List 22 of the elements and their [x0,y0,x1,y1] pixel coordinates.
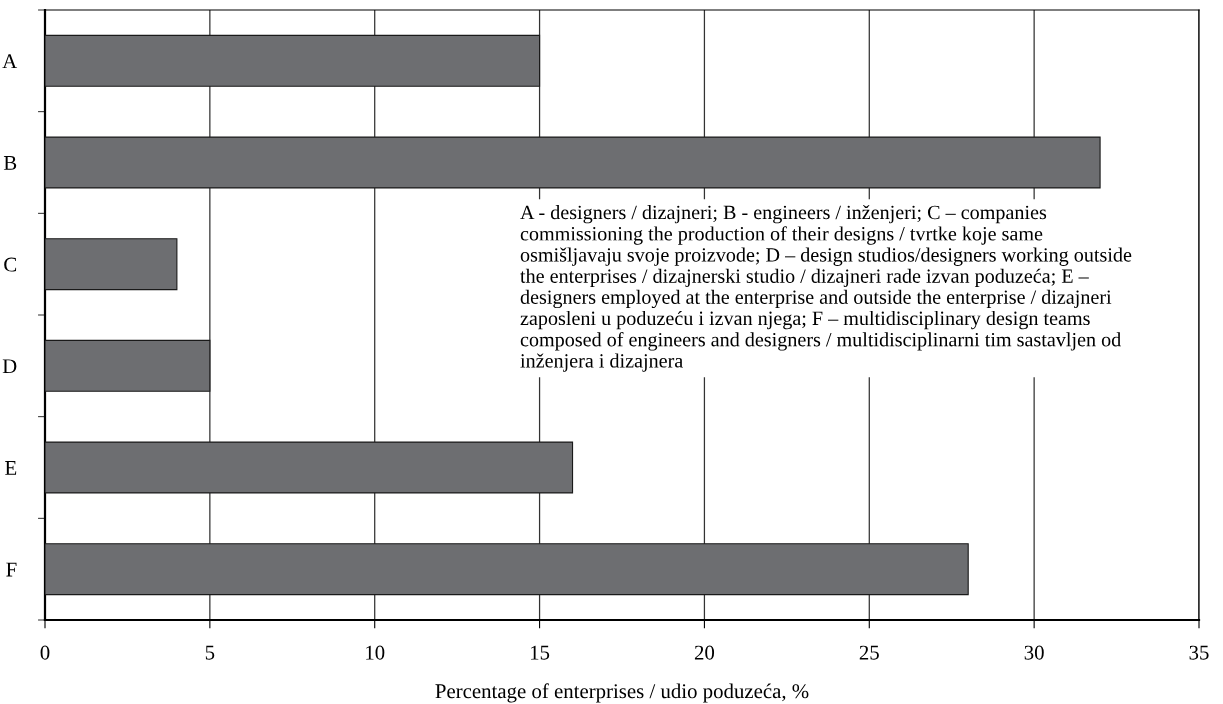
x-tick-label: 35 [1189,645,1209,660]
y-tick-label: A [2,54,18,69]
x-tick-label: 5 [205,645,215,660]
bar [45,543,969,596]
bar [45,238,178,291]
x-tick-label: 25 [859,645,879,660]
x-axis-title: Percentage of enterprises / udio poduzeća, % [435,683,809,703]
x-tick-label: 10 [366,645,385,660]
bar [45,34,541,87]
bar [45,136,1101,189]
x-tick-label: 20 [694,645,715,660]
y-tick-label: C [4,257,17,272]
bar [45,339,211,392]
y-tick-label: B [3,156,17,170]
annotation: A - designers / dizajneri; B - engineers / inženjeri; C – companies commissioning the production of their designs / tvrtke koje same osmišljavaju svoje proizvode; D – design studios/designers working outside the enterprises / dizajnerski studio / dizajneri rade izvan poduzeća; E – designers employed at the enterprise and outside the enterprise / dizajneri zaposleni u poduzeću i izvan njega; F – multidisciplinary design teams composed of engineers and designers / multidisciplinarni tim sastavljen od inženjera i dizajnera [520,205,1132,372]
x-tick-label: 30 [1024,645,1044,660]
y-tick-label: F [6,562,17,577]
bar [45,441,574,494]
x-tick-label: 0 [40,645,50,660]
y-tick-label: E [5,461,17,475]
x-tick-label: 15 [530,645,550,660]
y-tick-label: D [2,359,17,374]
